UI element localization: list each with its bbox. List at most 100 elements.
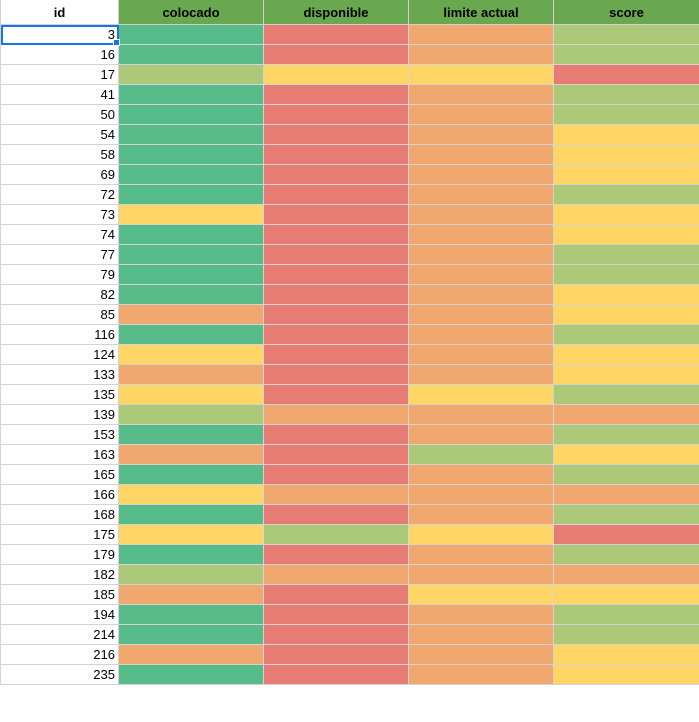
- id-cell[interactable]: 185: [0, 584, 119, 605]
- score-cell[interactable]: [553, 164, 699, 185]
- limite-actual-cell[interactable]: [408, 524, 554, 545]
- disponible-cell[interactable]: [263, 144, 409, 165]
- colocado-cell[interactable]: [118, 44, 264, 65]
- limite-actual-cell[interactable]: [408, 144, 554, 165]
- score-cell[interactable]: [553, 24, 699, 45]
- disponible-cell[interactable]: [263, 44, 409, 65]
- disponible-cell[interactable]: [263, 284, 409, 305]
- score-cell[interactable]: [553, 204, 699, 225]
- disponible-cell[interactable]: [263, 224, 409, 245]
- disponible-cell[interactable]: [263, 264, 409, 285]
- colocado-cell[interactable]: [118, 244, 264, 265]
- colocado-cell[interactable]: [118, 544, 264, 565]
- column-header-score[interactable]: score: [553, 0, 699, 25]
- limite-actual-cell[interactable]: [408, 624, 554, 645]
- limite-actual-cell[interactable]: [408, 184, 554, 205]
- colocado-cell[interactable]: [118, 564, 264, 585]
- id-cell[interactable]: 179: [0, 544, 119, 565]
- colocado-cell[interactable]: [118, 604, 264, 625]
- limite-actual-cell[interactable]: [408, 24, 554, 45]
- id-cell[interactable]: 139: [0, 404, 119, 425]
- id-cell[interactable]: 153: [0, 424, 119, 445]
- id-cell[interactable]: 175: [0, 524, 119, 545]
- score-cell[interactable]: [553, 484, 699, 505]
- score-cell[interactable]: [553, 344, 699, 365]
- disponible-cell[interactable]: [263, 364, 409, 385]
- id-cell[interactable]: 166: [0, 484, 119, 505]
- score-cell[interactable]: [553, 44, 699, 65]
- score-cell[interactable]: [553, 464, 699, 485]
- id-cell[interactable]: 165: [0, 464, 119, 485]
- id-cell[interactable]: 77: [0, 244, 119, 265]
- id-cell[interactable]: 58: [0, 144, 119, 165]
- disponible-cell[interactable]: [263, 384, 409, 405]
- colocado-cell[interactable]: [118, 64, 264, 85]
- colocado-cell[interactable]: [118, 184, 264, 205]
- colocado-cell[interactable]: [118, 644, 264, 665]
- score-cell[interactable]: [553, 424, 699, 445]
- disponible-cell[interactable]: [263, 164, 409, 185]
- score-cell[interactable]: [553, 664, 699, 685]
- score-cell[interactable]: [553, 404, 699, 425]
- disponible-cell[interactable]: [263, 584, 409, 605]
- limite-actual-cell[interactable]: [408, 204, 554, 225]
- limite-actual-cell[interactable]: [408, 424, 554, 445]
- colocado-cell[interactable]: [118, 664, 264, 685]
- id-cell[interactable]: 85: [0, 304, 119, 325]
- id-cell[interactable]: 182: [0, 564, 119, 585]
- colocado-cell[interactable]: [118, 344, 264, 365]
- score-cell[interactable]: [553, 544, 699, 565]
- colocado-cell[interactable]: [118, 84, 264, 105]
- score-cell[interactable]: [553, 84, 699, 105]
- disponible-cell[interactable]: [263, 304, 409, 325]
- score-cell[interactable]: [553, 304, 699, 325]
- colocado-cell[interactable]: [118, 464, 264, 485]
- id-cell[interactable]: 124: [0, 344, 119, 365]
- limite-actual-cell[interactable]: [408, 544, 554, 565]
- id-cell[interactable]: 133: [0, 364, 119, 385]
- disponible-cell[interactable]: [263, 624, 409, 645]
- score-cell[interactable]: [553, 364, 699, 385]
- colocado-cell[interactable]: [118, 224, 264, 245]
- score-cell[interactable]: [553, 524, 699, 545]
- colocado-cell[interactable]: [118, 524, 264, 545]
- id-cell[interactable]: 50: [0, 104, 119, 125]
- disponible-cell[interactable]: [263, 544, 409, 565]
- id-cell[interactable]: 16: [0, 44, 119, 65]
- limite-actual-cell[interactable]: [408, 84, 554, 105]
- limite-actual-cell[interactable]: [408, 284, 554, 305]
- id-cell[interactable]: 54: [0, 124, 119, 145]
- id-cell[interactable]: 17: [0, 64, 119, 85]
- disponible-cell[interactable]: [263, 24, 409, 45]
- colocado-cell[interactable]: [118, 624, 264, 645]
- score-cell[interactable]: [553, 584, 699, 605]
- column-header-colocado[interactable]: colocado: [118, 0, 264, 25]
- column-header-id[interactable]: id: [0, 0, 119, 25]
- id-cell[interactable]: 214: [0, 624, 119, 645]
- disponible-cell[interactable]: [263, 244, 409, 265]
- limite-actual-cell[interactable]: [408, 64, 554, 85]
- id-cell[interactable]: 73: [0, 204, 119, 225]
- limite-actual-cell[interactable]: [408, 124, 554, 145]
- disponible-cell[interactable]: [263, 64, 409, 85]
- limite-actual-cell[interactable]: [408, 264, 554, 285]
- disponible-cell[interactable]: [263, 644, 409, 665]
- colocado-cell[interactable]: [118, 584, 264, 605]
- id-cell[interactable]: 116: [0, 324, 119, 345]
- limite-actual-cell[interactable]: [408, 404, 554, 425]
- limite-actual-cell[interactable]: [408, 484, 554, 505]
- colocado-cell[interactable]: [118, 104, 264, 125]
- colocado-cell[interactable]: [118, 324, 264, 345]
- score-cell[interactable]: [553, 604, 699, 625]
- limite-actual-cell[interactable]: [408, 44, 554, 65]
- id-cell[interactable]: 69: [0, 164, 119, 185]
- score-cell[interactable]: [553, 444, 699, 465]
- limite-actual-cell[interactable]: [408, 304, 554, 325]
- colocado-cell[interactable]: [118, 424, 264, 445]
- limite-actual-cell[interactable]: [408, 224, 554, 245]
- id-cell[interactable]: 82: [0, 284, 119, 305]
- disponible-cell[interactable]: [263, 564, 409, 585]
- colocado-cell[interactable]: [118, 164, 264, 185]
- id-cell[interactable]: 135: [0, 384, 119, 405]
- id-cell[interactable]: 74: [0, 224, 119, 245]
